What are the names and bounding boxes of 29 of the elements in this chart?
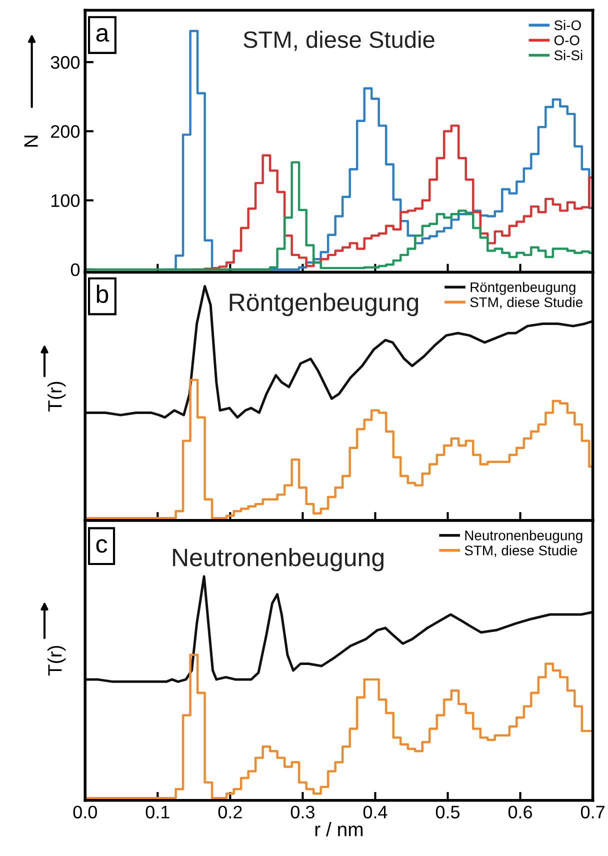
- legend-label: STM, diese Studie: [470, 296, 582, 309]
- text: c: [96, 539, 108, 553]
- y-tick-label: 0: [70, 263, 80, 276]
- x-tick-label: 0.6: [508, 806, 532, 818]
- x-tick-label: 0.5: [436, 806, 460, 818]
- y-axis-title: T(r): [48, 646, 66, 676]
- y-axis-title: T(r): [48, 382, 66, 412]
- legend-label: Röntgenbeugung: [470, 282, 576, 295]
- legend-label: Neutronenbeugung: [465, 530, 582, 544]
- legend-label: Si-Si: [554, 50, 582, 60]
- annotation: b: [96, 284, 108, 303]
- y-tick-label: 100: [52, 194, 80, 208]
- legend-label: STM, diese Studie: [464, 545, 578, 558]
- x-axis-title: r / nm: [315, 822, 363, 836]
- legend-label: O-O: [554, 35, 580, 46]
- chart-title: Röntgenbeugung: [230, 292, 418, 316]
- y-tick-label: 300: [50, 56, 80, 69]
- x-tick-label: 0.1: [146, 806, 170, 818]
- x-tick-label: 0.0: [73, 806, 97, 818]
- chart-title: Neutronenbeugung: [173, 548, 384, 572]
- x-tick-label: 0.2: [218, 806, 242, 818]
- x-tick-label: 0.3: [290, 806, 314, 818]
- x-tick-label: 0.7: [580, 806, 604, 818]
- y-tick-label: 200: [51, 125, 80, 138]
- legend-label: Si-O: [554, 20, 581, 30]
- text: STM, diese Studie: [244, 30, 434, 51]
- annotation: a: [96, 28, 110, 42]
- x-tick-label: 0.4: [363, 806, 388, 818]
- y-axis-title: N: [24, 136, 38, 147]
